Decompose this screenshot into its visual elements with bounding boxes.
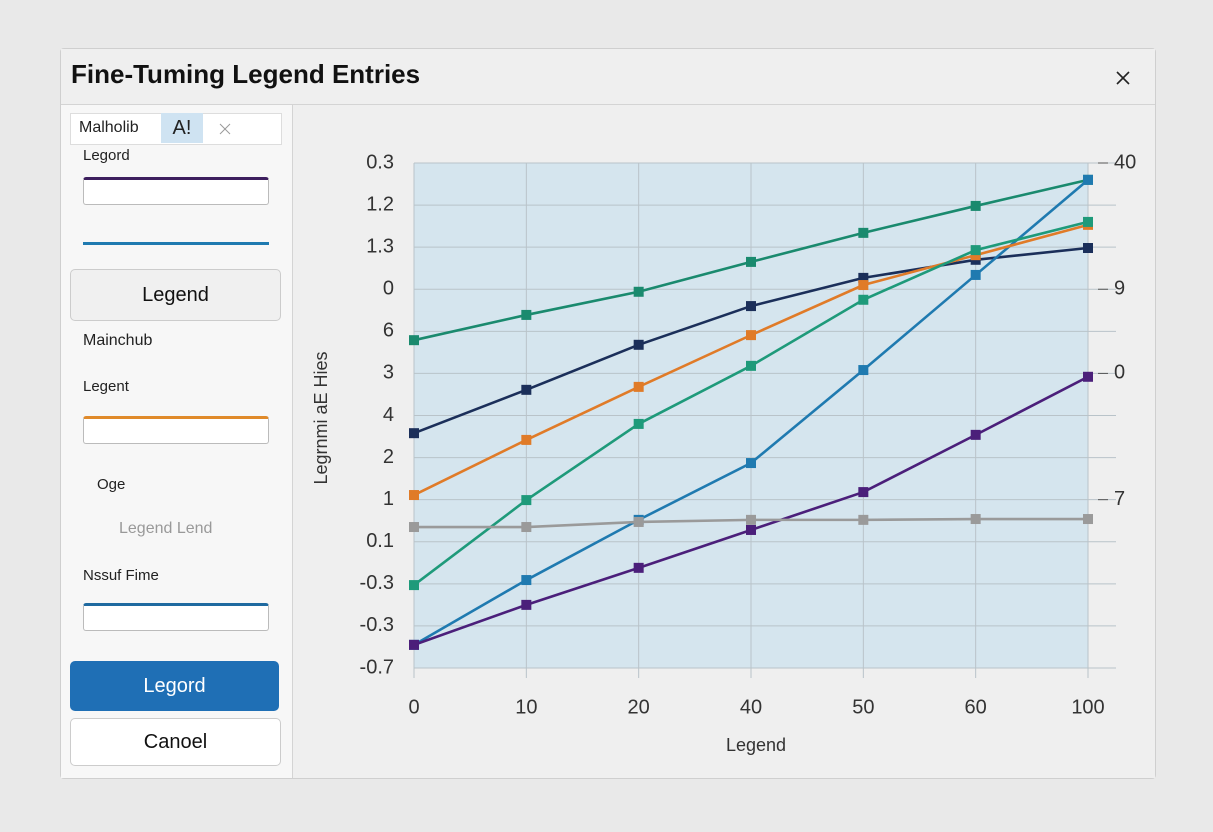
x-tick-label: 0	[408, 696, 419, 718]
y2-tick-label: 40	[1114, 151, 1136, 173]
point-marker	[970, 245, 981, 256]
x-axis-label: Legend	[726, 735, 786, 755]
point-marker	[746, 301, 756, 312]
hint: Legend Lend	[119, 520, 213, 537]
point-marker	[858, 365, 869, 376]
y2-tick-label: 9	[1114, 278, 1125, 300]
point-marker	[633, 286, 644, 297]
y-tick-label: 0.3	[366, 151, 394, 173]
point-marker	[521, 309, 532, 320]
point-marker	[521, 575, 532, 586]
point-marker	[970, 429, 981, 440]
point-marker	[1083, 514, 1093, 525]
legend-button[interactable]: Legend	[70, 269, 281, 321]
close-button[interactable]	[1116, 71, 1130, 85]
y-tick-label: 4	[383, 404, 394, 426]
group-name: Mainchub	[83, 332, 153, 349]
point-marker	[746, 458, 756, 469]
y-axis-label: Legrnmi aE Hies	[311, 351, 331, 484]
line-swatch[interactable]	[83, 416, 269, 444]
point-marker	[633, 418, 644, 429]
label: Nssuf Fime	[83, 567, 159, 584]
sidebar: Malholib A! Legord Legend Mainchub Legen…	[61, 105, 293, 778]
x-tick-label: 100	[1071, 696, 1104, 718]
point-marker	[409, 428, 419, 439]
point-marker	[521, 599, 532, 610]
point-marker	[521, 495, 532, 506]
point-marker	[970, 200, 981, 211]
list-item: Oge	[97, 476, 126, 493]
y-tick-label: 1	[383, 488, 394, 510]
label: Legent	[83, 378, 129, 395]
y2-tick-label: 7	[1114, 488, 1125, 510]
point-marker	[746, 330, 756, 341]
point-marker	[409, 639, 419, 650]
x-tick-label: 50	[852, 696, 874, 718]
point-marker	[746, 514, 756, 525]
y2-tick-label: 0	[1114, 362, 1125, 384]
cancel-button[interactable]: Canoel	[70, 718, 281, 766]
point-marker	[409, 490, 419, 501]
x-tick-label: 60	[965, 696, 987, 718]
point-marker	[521, 384, 532, 395]
point-marker	[521, 434, 532, 445]
point-marker	[858, 272, 869, 283]
point-marker	[746, 360, 756, 371]
point-marker	[1083, 371, 1093, 382]
y-tick-label: -0.3	[360, 614, 394, 636]
point-marker	[633, 381, 644, 392]
point-marker	[858, 227, 869, 238]
dialog-title: Fine-Tuming Legend Entries	[71, 59, 421, 89]
y-tick-label: 0.1	[366, 530, 394, 552]
y-tick-label: -0.3	[360, 572, 394, 594]
x-tick-label: 20	[628, 696, 650, 718]
line-swatch[interactable]	[83, 177, 269, 205]
point-marker	[409, 580, 419, 591]
label: Legord	[83, 147, 130, 164]
dialog-header: Fine-Tuming Legend Entries	[61, 49, 1155, 105]
point-marker	[633, 339, 644, 350]
point-marker	[1083, 243, 1093, 254]
point-marker	[970, 269, 981, 280]
point-marker	[970, 514, 981, 525]
point-marker	[858, 280, 869, 291]
group-name: Malholib	[79, 119, 139, 136]
y-tick-label: 0	[383, 278, 394, 300]
point-marker	[633, 562, 644, 573]
point-marker	[858, 514, 869, 525]
point-marker	[409, 522, 419, 533]
primary-button[interactable]: Legord	[70, 661, 279, 711]
y-tick-label: 3	[383, 362, 394, 384]
point-marker	[1083, 174, 1093, 185]
clear-icon[interactable]	[219, 123, 231, 135]
point-marker	[746, 256, 756, 267]
y-tick-label: 1.2	[366, 193, 394, 215]
point-marker	[1083, 216, 1093, 227]
line-swatch[interactable]	[83, 603, 269, 631]
point-marker	[521, 522, 532, 533]
y-tick-label: 2	[383, 446, 394, 468]
y-tick-label: 6	[383, 320, 394, 342]
line-swatch	[83, 242, 269, 245]
point-marker	[858, 294, 869, 305]
point-marker	[970, 250, 981, 261]
point-marker	[633, 516, 644, 527]
x-tick-label: 40	[740, 696, 762, 718]
point-marker	[858, 487, 869, 498]
badge[interactable]: A!	[161, 113, 203, 143]
point-marker	[409, 335, 419, 346]
x-tick-label: 10	[515, 696, 537, 718]
y-tick-label: 1.3	[366, 235, 394, 257]
point-marker	[746, 524, 756, 535]
y-tick-label: -0.7	[360, 656, 394, 678]
